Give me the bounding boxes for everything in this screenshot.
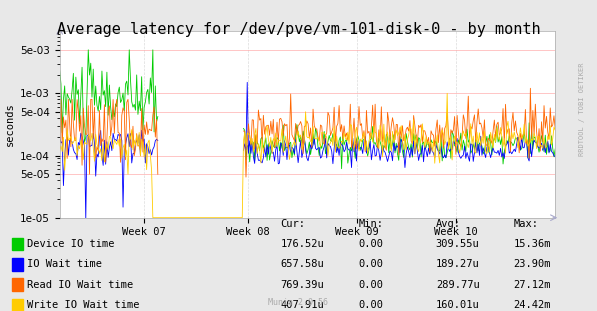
- Text: 160.01u: 160.01u: [436, 300, 479, 310]
- Text: 0.00: 0.00: [358, 239, 383, 249]
- Text: Munin 2.0.56: Munin 2.0.56: [269, 298, 328, 307]
- Text: 15.36m: 15.36m: [513, 239, 551, 249]
- Text: 0.00: 0.00: [358, 259, 383, 269]
- Text: 769.39u: 769.39u: [281, 280, 324, 290]
- Text: Avg:: Avg:: [436, 219, 461, 229]
- Text: 289.77u: 289.77u: [436, 280, 479, 290]
- Text: IO Wait time: IO Wait time: [27, 259, 102, 269]
- Text: 176.52u: 176.52u: [281, 239, 324, 249]
- Text: 657.58u: 657.58u: [281, 259, 324, 269]
- Text: Cur:: Cur:: [281, 219, 306, 229]
- Text: Average latency for /dev/pve/vm-101-disk-0 - by month: Average latency for /dev/pve/vm-101-disk…: [57, 22, 540, 37]
- Text: Max:: Max:: [513, 219, 538, 229]
- Text: 23.90m: 23.90m: [513, 259, 551, 269]
- Text: Min:: Min:: [358, 219, 383, 229]
- Text: Device IO time: Device IO time: [27, 239, 115, 249]
- Text: 407.91u: 407.91u: [281, 300, 324, 310]
- Text: RRDTOOL / TOBI OETIKER: RRDTOOL / TOBI OETIKER: [579, 62, 585, 156]
- Text: 309.55u: 309.55u: [436, 239, 479, 249]
- Y-axis label: seconds: seconds: [5, 103, 14, 146]
- Text: 189.27u: 189.27u: [436, 259, 479, 269]
- Text: 27.12m: 27.12m: [513, 280, 551, 290]
- Text: 24.42m: 24.42m: [513, 300, 551, 310]
- Text: 0.00: 0.00: [358, 300, 383, 310]
- Text: 0.00: 0.00: [358, 280, 383, 290]
- Text: Write IO Wait time: Write IO Wait time: [27, 300, 139, 310]
- Text: Read IO Wait time: Read IO Wait time: [27, 280, 133, 290]
